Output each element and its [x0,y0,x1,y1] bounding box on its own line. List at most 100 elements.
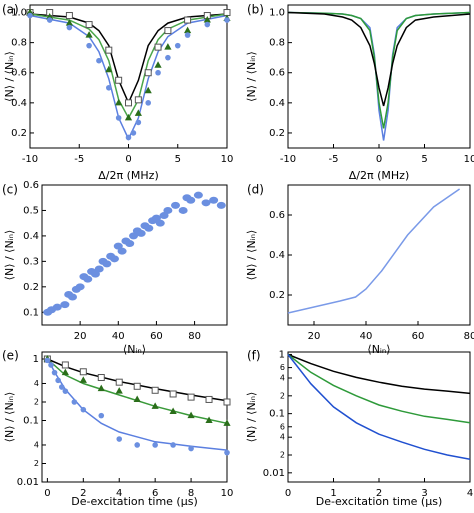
triangle-marker [184,26,192,34]
ellipse-marker [125,240,135,248]
x-tick-label: 10 [464,154,474,165]
x-axis-label: De-excitation time (µs) [71,495,197,508]
y-tick-label: 1.0 [269,8,285,19]
circle-marker [116,436,123,442]
ellipse-marker [216,201,226,209]
x-tick-label: 5 [421,154,427,165]
y-tick-label: 0.4 [269,98,285,109]
triangle-marker [124,113,133,121]
x-tick-label: 4 [467,488,473,499]
ellipse-marker [136,229,146,237]
circle-marker [48,362,54,368]
plot-frame [41,351,228,483]
ellipse-marker [60,301,70,309]
x-tick-label: 0 [125,154,131,165]
y-tick-label: 2 [280,451,285,460]
y-tick-label: 0.4 [269,250,285,261]
curve [287,11,471,141]
circle-marker [135,119,142,126]
square-marker [205,395,213,403]
curve [287,11,471,107]
triangle-marker [187,411,195,419]
triangle-marker [105,65,113,73]
y-tick-label: 0.1 [23,307,39,318]
circle-marker [130,130,137,136]
triangle-marker [203,16,211,23]
plot-frame [287,4,471,149]
x-tick-label: 4 [116,488,122,499]
ellipse-marker [109,255,119,263]
square-marker [115,378,123,386]
y-tick-label: 0.1 [269,409,285,420]
x-tick-label: 60 [412,331,425,342]
circle-marker [224,449,230,456]
circle-marker [165,54,171,61]
panel: 20 40 60 80 0.1 0.2 0.3 0.4 0.5 0.6 ⟨Nᵢₙ⟩ ⟨N⟩ / ⟨Nᵢ… [2,180,228,356]
triangle-marker [164,43,172,50]
ellipse-marker [83,275,93,283]
y-tick-label: 2 [34,397,39,406]
triangle-marker [205,416,213,424]
ellipse-marker [113,242,123,250]
x-tick-label: -5 [74,154,84,165]
panel-label: (d) [247,183,264,197]
x-tick-label: 6 [152,488,158,499]
y-tick-label: 4 [280,433,285,442]
square-marker [65,12,73,20]
square-marker [169,390,177,398]
plot-frame [41,184,228,326]
y-axis-label: ⟨N⟩ / ⟨Nᵢₙ⟩ [3,392,16,443]
y-tick-label: 4 [280,374,285,383]
circle-marker [115,115,122,121]
curve [29,14,228,141]
square-marker [85,21,93,29]
y-tick-label: 0.6 [23,180,39,191]
ellipse-marker [94,265,104,273]
y-tick-label: 0.6 [11,68,27,79]
x-tick-label: 0 [44,488,50,499]
x-axis-label: De-excitation time (µs) [316,495,442,508]
ellipse-marker [201,199,211,207]
circle-marker [155,69,161,76]
panel-label: (c) [2,183,18,197]
y-axis-label: ⟨N⟩ / ⟨Nᵢₙ⟩ [245,392,258,443]
ellipse-marker [52,303,62,311]
panel: -10 -5 0 5 10 0.2 0.4 0.6 0.8 1.0 Δ/2π (MHz) ⟨N⟩ / … [2,3,233,183]
y-axis-label: ⟨N⟩ / ⟨Nᵢₙ⟩ [3,230,16,281]
square-marker [144,69,152,77]
triangle-marker [223,419,231,426]
x-tick-label: 5 [175,154,181,165]
circle-marker [184,32,191,38]
triangle-marker [169,407,177,415]
circle-marker [27,12,33,19]
curve [287,353,471,395]
ellipse-marker [144,224,154,232]
y-tick-label: 0.01 [263,468,285,479]
circle-marker [98,412,105,419]
curve [287,11,471,129]
circle-marker [174,42,181,49]
square-marker [115,76,123,84]
y-tick-label: 1.0 [11,8,27,19]
circle-marker [125,134,132,141]
y-tick-label: 0.2 [11,128,27,139]
triangle-marker [97,384,105,392]
circle-marker [55,377,61,384]
square-marker [61,361,69,369]
square-marker [134,96,142,104]
x-tick-label: 20 [308,331,321,342]
circle-marker [80,406,87,413]
x-tick-label: -10 [280,154,296,165]
x-tick-label: 2 [80,488,86,499]
y-tick-label: 4 [34,440,39,449]
panel-label: (a) [2,3,19,17]
curve [46,358,228,425]
circle-marker [62,388,69,394]
circle-marker [86,42,92,49]
triangle-marker [144,86,152,94]
triangle-marker [115,387,123,394]
x-tick-label: 10 [221,488,234,499]
triangle-marker [133,395,141,402]
y-tick-label: 0.2 [23,282,39,293]
